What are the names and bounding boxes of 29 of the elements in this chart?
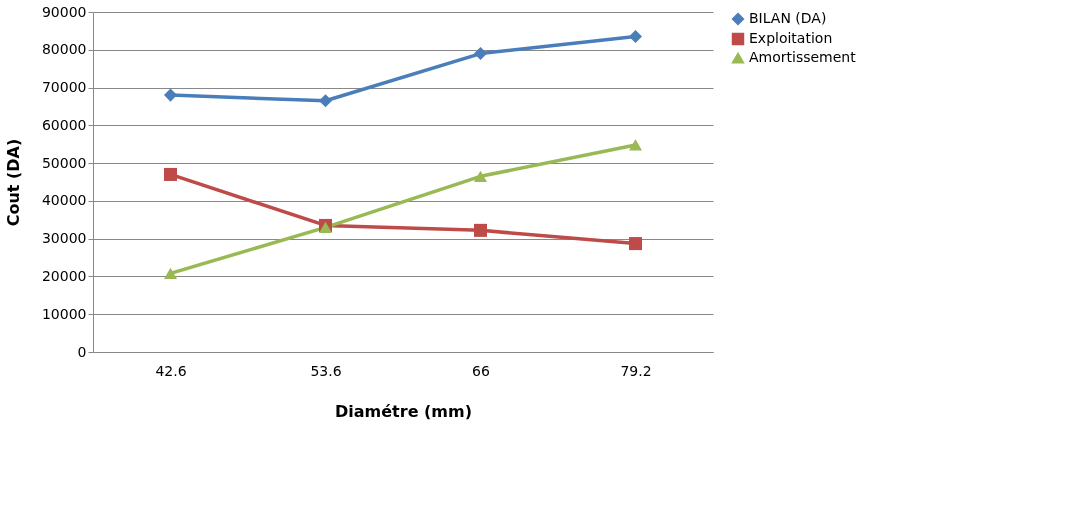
- y-tick-label: 20000: [41, 267, 87, 284]
- y-tick-label: 90000: [41, 3, 87, 20]
- point: [163, 267, 178, 280]
- legend-label: Exploitation: [749, 30, 833, 46]
- legend-label: Amortissement: [749, 49, 857, 65]
- y-axis-title: Cout (DA): [3, 138, 23, 227]
- y-tick-label: 50000: [41, 154, 87, 171]
- point: [163, 88, 178, 102]
- x-tick-label: 66: [472, 362, 490, 379]
- point: [473, 170, 488, 182]
- y-tick-label: 80000: [41, 41, 87, 58]
- y-tick-label: 0: [77, 343, 87, 360]
- point: [628, 30, 643, 44]
- x-tick-label: 79.2: [620, 362, 652, 379]
- x-tick-label: 42.6: [155, 362, 187, 379]
- point: [318, 94, 333, 108]
- point: [628, 237, 643, 251]
- x-axis-title: Diamétre (mm): [334, 401, 473, 421]
- y-tick-label: 30000: [41, 230, 87, 247]
- point: [473, 223, 488, 237]
- point: [163, 167, 178, 181]
- y-tick-label: 10000: [41, 305, 87, 322]
- point: [473, 47, 488, 61]
- point: [628, 139, 643, 151]
- y-tick-label: 60000: [41, 116, 87, 133]
- y-tick-label: 70000: [41, 79, 87, 96]
- x-tick-label: 53.6: [310, 362, 342, 379]
- y-tick-label: 40000: [41, 192, 87, 209]
- legend-label: BILAN (DA): [749, 10, 827, 26]
